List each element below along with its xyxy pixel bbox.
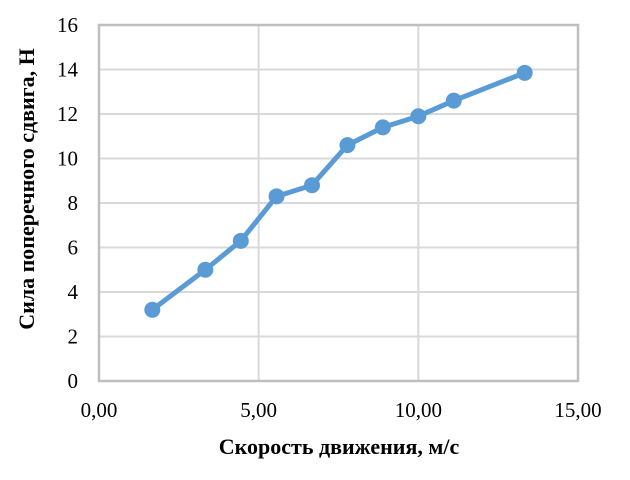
y-tick-label: 10 [57, 147, 78, 171]
x-tick-label: 5,00 [240, 398, 277, 422]
data-point-marker [197, 261, 214, 278]
x-tick-label: 10,00 [395, 398, 442, 422]
y-tick-label: 0 [68, 369, 79, 393]
data-point-marker [232, 232, 249, 249]
series-line [149, 70, 528, 313]
data-point-marker [374, 119, 391, 136]
x-axis-title: Скорость движения, м/с [218, 434, 460, 459]
plot-border [97, 23, 580, 383]
data-point-marker [516, 64, 533, 81]
y-tick-label: 16 [57, 13, 78, 37]
y-tick-label: 2 [68, 325, 79, 349]
y-tick-label: 6 [68, 236, 79, 260]
x-tick-label: 15,00 [554, 398, 601, 422]
y-tick-label: 12 [57, 102, 78, 126]
data-point-marker [445, 92, 462, 109]
x-tick-label: 0,00 [81, 398, 118, 422]
y-tick-label: 4 [68, 280, 79, 304]
data-point-marker [410, 108, 427, 125]
data-point-marker [303, 177, 320, 194]
data-point-marker [144, 301, 161, 318]
y-tick-label: 8 [68, 191, 79, 215]
data-point-marker [268, 188, 285, 205]
y-tick-label: 14 [57, 58, 79, 82]
y-axis-title: Сила поперечного сдвига, Н [14, 48, 39, 330]
data-point-marker [339, 137, 356, 154]
